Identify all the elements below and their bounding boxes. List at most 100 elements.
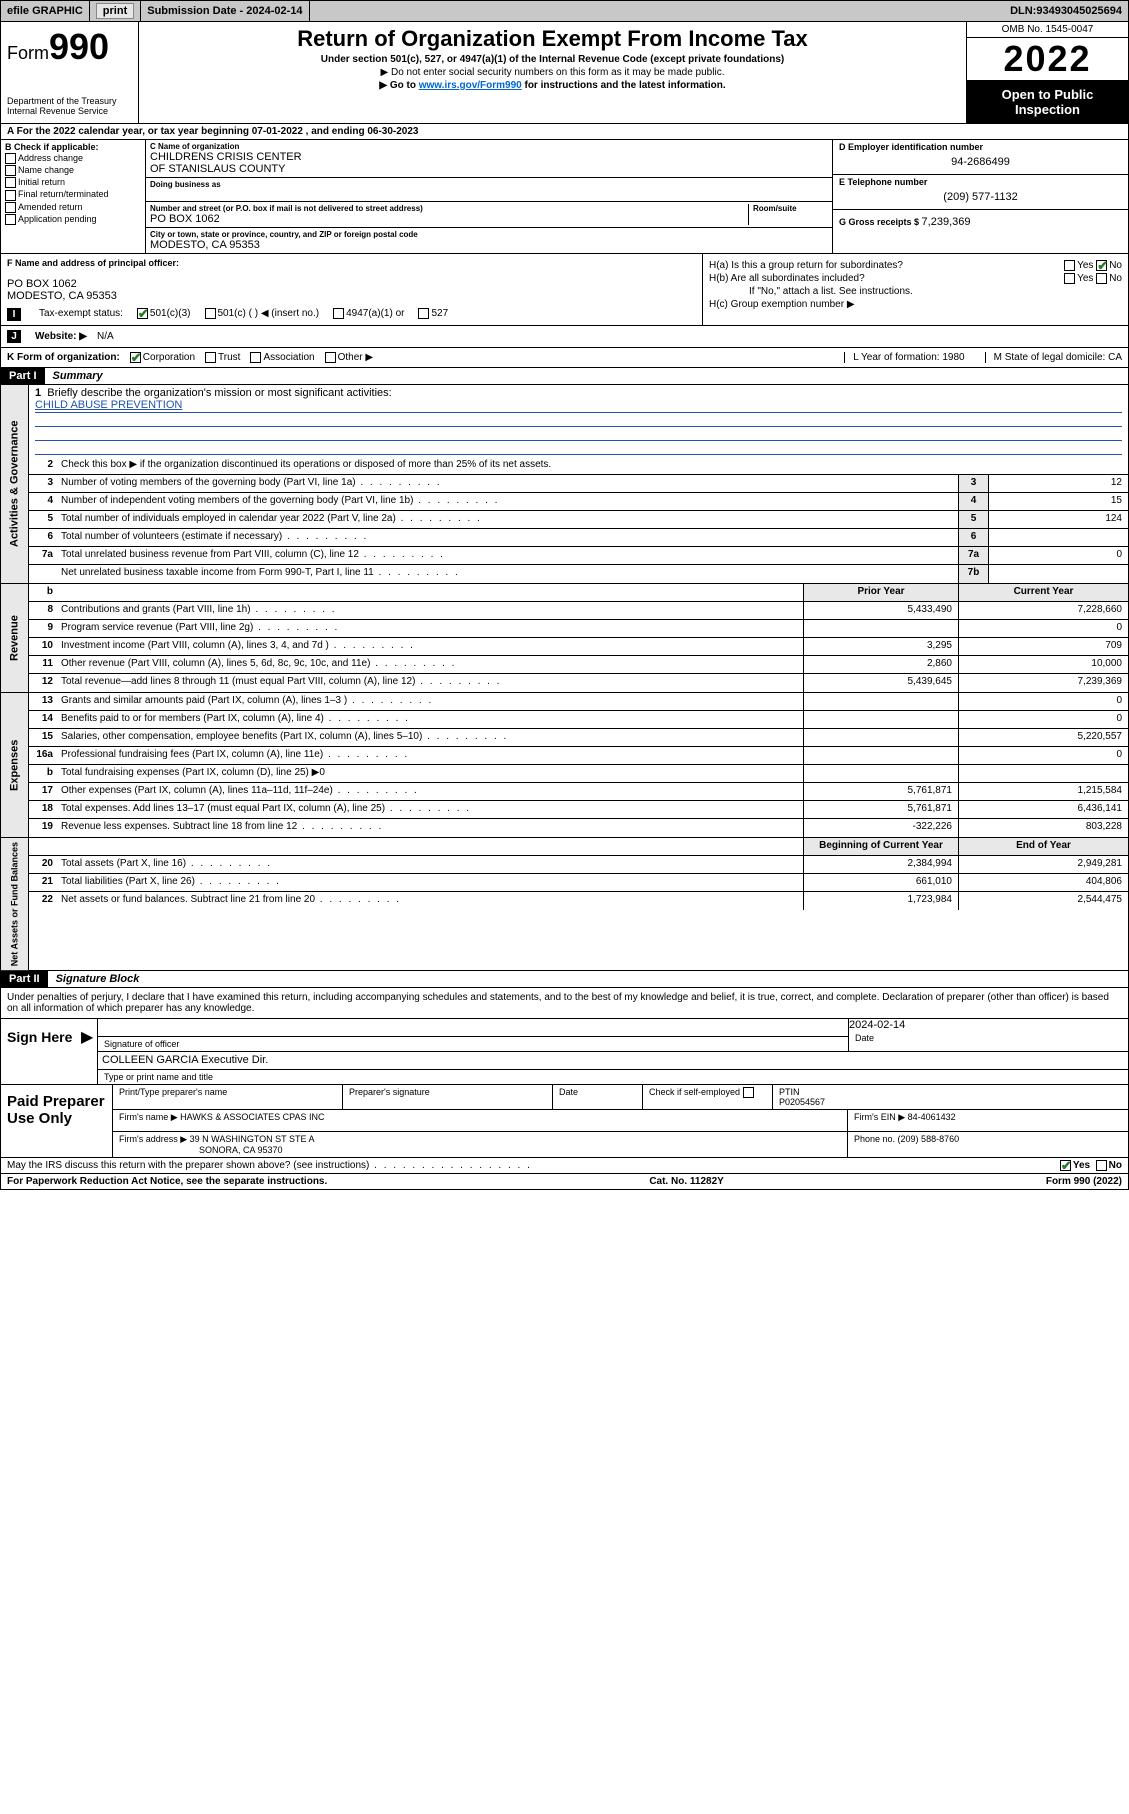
summary-line: 21Total liabilities (Part X, line 26)661… [29, 874, 1128, 892]
mission-block: 1 Briefly describe the organization's mi… [29, 385, 1128, 457]
firm-addr1: 39 N WASHINGTON ST STE A [190, 1134, 315, 1144]
vtab-net-assets: Net Assets or Fund Balances [1, 838, 29, 970]
section-fh: F Name and address of principal officer:… [0, 254, 1129, 326]
section-f: F Name and address of principal officer:… [1, 254, 703, 325]
hb-no[interactable] [1096, 273, 1107, 284]
irs-link[interactable]: www.irs.gov/Form990 [419, 80, 522, 91]
omb-number: OMB No. 1545-0047 [967, 22, 1128, 38]
summary-line: 10Investment income (Part VIII, column (… [29, 638, 1128, 656]
firm-name: HAWKS & ASSOCIATES CPAS INC [180, 1112, 324, 1122]
gov-line: 4Number of independent voting members of… [29, 493, 1128, 511]
spacer [310, 1, 1005, 21]
section-deg: D Employer identification number94-26864… [833, 140, 1128, 253]
chk-other[interactable]: Other ▶ [325, 352, 373, 363]
section-bcd: B Check if applicable: Address change Na… [0, 140, 1129, 254]
ptin: P02054567 [779, 1097, 825, 1107]
discuss-no[interactable] [1096, 1160, 1107, 1171]
sec-expenses: Expenses 13Grants and similar amounts pa… [0, 693, 1129, 838]
chk-address-change[interactable]: Address change [5, 153, 141, 164]
state-domicile: M State of legal domicile: CA [985, 352, 1122, 363]
tax-year: 2022 [967, 38, 1128, 81]
paid-preparer-block: Paid Preparer Use Only Print/Type prepar… [0, 1085, 1129, 1158]
mission-text: CHILD ABUSE PREVENTION [35, 399, 1122, 413]
section-h: H(a) Is this a group return for subordin… [703, 254, 1128, 325]
gov-line: 6Total number of volunteers (estimate if… [29, 529, 1128, 547]
irs-label: Internal Revenue Service [7, 106, 132, 116]
firm-addr2: SONORA, CA 95370 [119, 1145, 841, 1155]
ha-yes[interactable] [1064, 260, 1075, 271]
gov-line: 7aTotal unrelated business revenue from … [29, 547, 1128, 565]
sec-net-assets: Net Assets or Fund Balances Beginning of… [0, 838, 1129, 971]
summary-line: 13Grants and similar amounts paid (Part … [29, 693, 1128, 711]
chk-501c3[interactable]: 501(c)(3) [137, 308, 191, 321]
gross-receipts: 7,239,369 [922, 216, 971, 228]
chk-initial-return[interactable]: Initial return [5, 177, 141, 188]
discuss-yes[interactable] [1060, 1160, 1071, 1171]
chk-amended-return[interactable]: Amended return [5, 202, 141, 213]
hb-yes[interactable] [1064, 273, 1075, 284]
org-city: MODESTO, CA 95353 [150, 239, 828, 251]
summary-line: bTotal fundraising expenses (Part IX, co… [29, 765, 1128, 783]
submission-date: Submission Date - 2024-02-14 [141, 1, 309, 21]
summary-line: 11Other revenue (Part VIII, column (A), … [29, 656, 1128, 674]
chk-527[interactable]: 527 [418, 308, 448, 321]
title-block: Return of Organization Exempt From Incom… [139, 22, 966, 123]
summary-line: 20Total assets (Part X, line 16)2,384,99… [29, 856, 1128, 874]
efile-label: efile GRAPHIC [1, 1, 90, 21]
sec-activities-governance: Activities & Governance 1 Briefly descri… [0, 385, 1129, 584]
website: N/A [97, 331, 114, 342]
org-name: CHILDRENS CRISIS CENTER [150, 151, 828, 163]
footer: For Paperwork Reduction Act Notice, see … [0, 1174, 1129, 1190]
sign-block: Sign Here ▶ Signature of officer 2024-02… [0, 1019, 1129, 1085]
year-formation: L Year of formation: 1980 [844, 352, 964, 363]
summary-line: 16aProfessional fundraising fees (Part I… [29, 747, 1128, 765]
declaration: Under penalties of perjury, I declare th… [0, 988, 1129, 1019]
section-c: C Name of organization CHILDRENS CRISIS … [146, 140, 833, 253]
summary-line: 9Program service revenue (Part VIII, lin… [29, 620, 1128, 638]
chk-trust[interactable]: Trust [205, 352, 240, 363]
open-inspection: Open to Public Inspection [967, 81, 1128, 123]
sec-revenue: Revenue bPrior YearCurrent Year 8Contrib… [0, 584, 1129, 693]
row-i-inline: ITax-exempt status: 501(c)(3) 501(c) ( )… [7, 308, 696, 321]
chk-4947[interactable]: 4947(a)(1) or [333, 308, 404, 321]
summary-line: 14Benefits paid to or for members (Part … [29, 711, 1128, 729]
chk-association[interactable]: Association [250, 352, 314, 363]
telephone: (209) 577-1132 [839, 187, 1122, 207]
vtab-governance: Activities & Governance [1, 385, 29, 583]
chk-corporation[interactable]: Corporation [130, 352, 195, 363]
chk-501c[interactable]: 501(c) ( ) ◀ (insert no.) [205, 308, 320, 321]
print-button[interactable]: print [96, 3, 134, 19]
officer-addr1: PO BOX 1062 [7, 278, 696, 290]
firm-phone: (209) 588-8760 [898, 1134, 960, 1144]
part1-header: Part I Summary [0, 368, 1129, 385]
dln: DLN: 93493045025694 [1004, 1, 1128, 21]
gov-line: Net unrelated business taxable income fr… [29, 565, 1128, 583]
sign-here-label: Sign Here [1, 1019, 79, 1084]
paperwork-notice: For Paperwork Reduction Act Notice, see … [7, 1176, 327, 1187]
ein: 94-2686499 [839, 152, 1122, 172]
form-ref: Form 990 (2022) [1046, 1176, 1122, 1187]
chk-name-change[interactable]: Name change [5, 165, 141, 176]
chk-self-employed[interactable] [743, 1087, 754, 1098]
ha-no[interactable] [1096, 260, 1107, 271]
summary-line: 15Salaries, other compensation, employee… [29, 729, 1128, 747]
summary-line: 22Net assets or fund balances. Subtract … [29, 892, 1128, 910]
tax-period: A For the 2022 calendar year, or tax yea… [0, 124, 1129, 140]
paid-preparer-label: Paid Preparer Use Only [1, 1085, 113, 1157]
print-cell[interactable]: print [90, 1, 141, 21]
org-street: PO BOX 1062 [150, 213, 748, 225]
officer-name: COLLEEN GARCIA Executive Dir. [98, 1052, 1128, 1070]
officer-addr2: MODESTO, CA 95353 [7, 290, 696, 302]
firm-ein: 84-4061432 [908, 1112, 956, 1122]
chk-final-return[interactable]: Final return/terminated [5, 189, 141, 200]
summary-line: 19Revenue less expenses. Subtract line 1… [29, 819, 1128, 837]
discuss-row: May the IRS discuss this return with the… [0, 1158, 1129, 1174]
top-bar: efile GRAPHIC print Submission Date - 20… [0, 0, 1129, 22]
dept-label: Department of the Treasury [7, 96, 132, 106]
year-block: OMB No. 1545-0047 2022 Open to Public In… [966, 22, 1128, 123]
cat-no: Cat. No. 11282Y [649, 1176, 723, 1187]
org-name-2: OF STANISLAUS COUNTY [150, 163, 828, 175]
chk-application-pending[interactable]: Application pending [5, 214, 141, 225]
form-header: Form990 Department of the Treasury Inter… [0, 22, 1129, 124]
summary-line: 17Other expenses (Part IX, column (A), l… [29, 783, 1128, 801]
